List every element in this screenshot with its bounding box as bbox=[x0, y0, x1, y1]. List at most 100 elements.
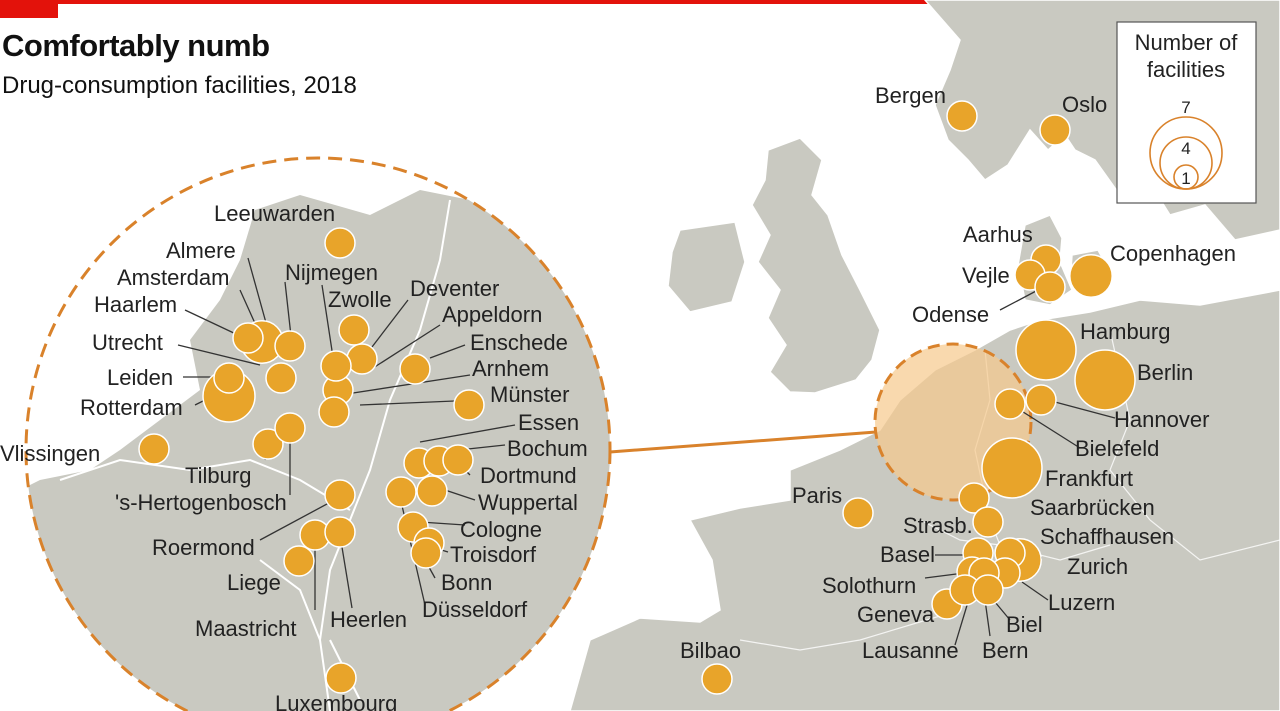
inset-connector bbox=[609, 430, 877, 454]
label-vlissingen: Vlissingen bbox=[0, 441, 100, 466]
label-lausanne: Lausanne bbox=[862, 638, 959, 663]
bubble-d-sseldorf bbox=[385, 476, 417, 508]
bubble-almere bbox=[274, 330, 306, 362]
label-biel: Biel bbox=[1006, 612, 1043, 637]
bubble-strasb- bbox=[972, 506, 1004, 538]
bubble-haarlem bbox=[232, 322, 264, 354]
label-amsterdam: Amsterdam bbox=[117, 265, 229, 290]
label-dusseldorf: Düsseldorf bbox=[422, 597, 528, 622]
bubble-roermond bbox=[324, 479, 356, 511]
label-dortmund: Dortmund bbox=[480, 463, 577, 488]
label-zwolle: Zwolle bbox=[328, 287, 392, 312]
label-copenhagen: Copenhagen bbox=[1110, 241, 1236, 266]
brand-tag bbox=[0, 0, 58, 18]
legend-box bbox=[1116, 21, 1257, 204]
label-essen: Essen bbox=[518, 410, 579, 435]
label-maastricht: Maastricht bbox=[195, 616, 296, 641]
bubble-bern bbox=[972, 574, 1004, 606]
bubble-odense bbox=[1034, 271, 1066, 303]
label-zurich: Zurich bbox=[1067, 554, 1128, 579]
facility-bubbles bbox=[138, 100, 1136, 695]
bubble-dortmund bbox=[442, 444, 474, 476]
label-rotterdam: Rotterdam bbox=[80, 395, 183, 420]
label-strasb: Strasb. bbox=[903, 513, 973, 538]
label-basel: Basel bbox=[880, 542, 935, 567]
label-schaffhausen: Schaffhausen bbox=[1040, 524, 1174, 549]
bubble-tilburg bbox=[252, 428, 284, 460]
label-wuppertal: Wuppertal bbox=[478, 490, 578, 515]
label-bielefeld: Bielefeld bbox=[1075, 436, 1159, 461]
legend-title-line2: facilities bbox=[1147, 57, 1225, 82]
label-munster: Münster bbox=[490, 382, 569, 407]
bubble-hamburg bbox=[1015, 319, 1077, 381]
bubble-hannover bbox=[1025, 384, 1057, 416]
bubble-bergen bbox=[946, 100, 978, 132]
bubble-deventer bbox=[346, 343, 378, 375]
label-bonn: Bonn bbox=[441, 570, 492, 595]
label-enschede: Enschede bbox=[470, 330, 568, 355]
label-bern: Bern bbox=[982, 638, 1028, 663]
label-hertogenbosch: 's-Hertogenbosch bbox=[115, 490, 287, 515]
label-leiden: Leiden bbox=[107, 365, 173, 390]
bubble-wuppertal bbox=[416, 475, 448, 507]
label-bergen: Bergen bbox=[875, 83, 946, 108]
label-liege: Liege bbox=[227, 570, 281, 595]
label-luxembourg: Luxembourg bbox=[275, 691, 397, 711]
legend-circle-1 bbox=[1173, 164, 1199, 190]
bubble-liege bbox=[283, 545, 315, 577]
bubble-frankfurt bbox=[981, 437, 1043, 499]
label-bochum: Bochum bbox=[507, 436, 588, 461]
label-odense: Odense bbox=[912, 302, 989, 327]
label-deventer: Deventer bbox=[410, 276, 499, 301]
label-heerlen: Heerlen bbox=[330, 607, 407, 632]
chart-title: Comfortably numb bbox=[2, 28, 270, 63]
bubble-zwolle bbox=[338, 314, 370, 346]
bubble-berlin bbox=[1074, 349, 1136, 411]
city-labels: Bergen Oslo Aarhus Vejle Odense Copenhag… bbox=[0, 83, 1236, 711]
label-troisdorf: Troisdorf bbox=[450, 542, 537, 567]
bubble--s-hertogenbosch bbox=[274, 412, 306, 444]
label-berlin: Berlin bbox=[1137, 360, 1193, 385]
legend-value-4: 4 bbox=[1181, 139, 1190, 158]
label-cologne: Cologne bbox=[460, 517, 542, 542]
bubble-arnhem bbox=[318, 396, 350, 428]
label-vejle: Vejle bbox=[962, 263, 1010, 288]
label-oslo: Oslo bbox=[1062, 92, 1107, 117]
chart-subtitle: Drug-consumption facilities, 2018 bbox=[2, 72, 357, 99]
bubble-heerlen bbox=[324, 516, 356, 548]
label-frankfurt: Frankfurt bbox=[1045, 466, 1133, 491]
legend-value-1: 1 bbox=[1181, 169, 1190, 188]
label-geneva: Geneva bbox=[857, 602, 935, 627]
label-hannover: Hannover bbox=[1114, 407, 1209, 432]
label-luzern: Luzern bbox=[1048, 590, 1115, 615]
bubble-leiden bbox=[213, 362, 245, 394]
bubble-bilbao bbox=[701, 663, 733, 695]
land-ireland bbox=[667, 221, 746, 313]
inset-map bbox=[24, 156, 612, 711]
legend-title-line1: Number of bbox=[1135, 30, 1239, 55]
label-bilbao: Bilbao bbox=[680, 638, 741, 663]
bubble-utrecht bbox=[265, 362, 297, 394]
legend-value-7: 7 bbox=[1181, 98, 1190, 117]
inset-frame bbox=[24, 156, 612, 711]
bubble-appeldorn bbox=[320, 350, 352, 382]
label-saarbrucken: Saarbrücken bbox=[1030, 495, 1155, 520]
label-paris: Paris bbox=[792, 483, 842, 508]
bubble-vlissingen bbox=[138, 433, 170, 465]
bubble-bielefeld bbox=[994, 388, 1026, 420]
legend: Number of facilities 7 4 1 bbox=[1116, 21, 1257, 204]
label-utrecht: Utrecht bbox=[92, 330, 163, 355]
land-britain bbox=[751, 137, 881, 394]
label-aarhus: Aarhus bbox=[963, 222, 1033, 247]
bubble-luxembourg bbox=[325, 662, 357, 694]
label-haarlem: Haarlem bbox=[94, 292, 177, 317]
bubble-saarbr-cken bbox=[958, 482, 990, 514]
bubble-m-nster bbox=[453, 389, 485, 421]
label-almere: Almere bbox=[166, 238, 236, 263]
label-arnhem: Arnhem bbox=[472, 356, 549, 381]
label-roermond: Roermond bbox=[152, 535, 255, 560]
bubble-oslo bbox=[1039, 114, 1071, 146]
label-nijmegen: Nijmegen bbox=[285, 260, 378, 285]
label-solothurn: Solothurn bbox=[822, 573, 916, 598]
